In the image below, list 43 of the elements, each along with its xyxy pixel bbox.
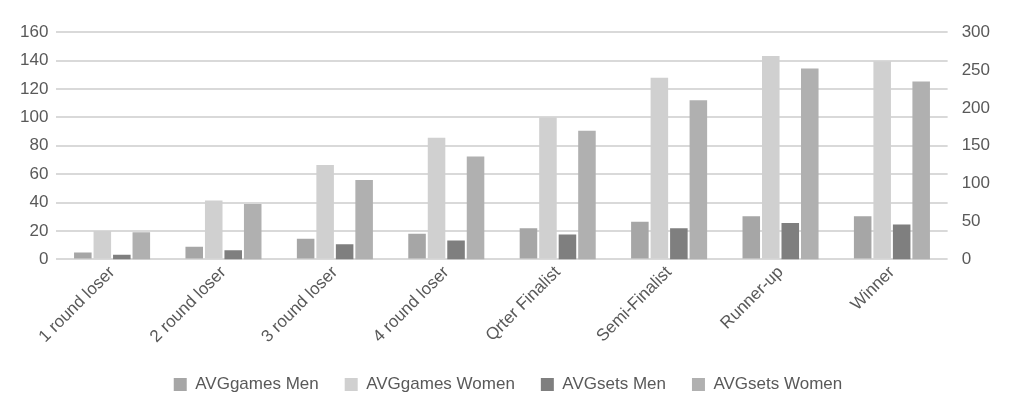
bar (892, 224, 911, 260)
bar (335, 244, 354, 260)
bar (800, 68, 819, 260)
y2-tick-label: 100 (961, 173, 991, 193)
legend-label: AVGsets Women (713, 374, 843, 394)
bar (631, 221, 649, 259)
bar (689, 100, 708, 260)
y2-tick-label: 250 (961, 59, 991, 79)
bar (296, 238, 315, 259)
bar (408, 233, 426, 259)
bar (243, 204, 262, 260)
legend-label: AVGsets Men (562, 374, 666, 394)
bar (781, 223, 800, 260)
y-tick-label: 160 (19, 21, 49, 41)
bar (113, 254, 131, 260)
legend-label: AVGgames Women (366, 374, 515, 394)
bar (558, 234, 577, 260)
y-tick-label: 20 (29, 220, 49, 240)
y2-tick-label: 150 (961, 135, 991, 155)
bar (466, 156, 485, 260)
y-tick-label: 140 (19, 50, 49, 70)
y-tick-label: 0 (38, 249, 49, 269)
bar (912, 81, 930, 260)
bar (224, 250, 242, 260)
y-tick-label: 60 (29, 163, 49, 183)
bar (185, 246, 204, 259)
bar (670, 228, 688, 260)
bar (853, 216, 872, 259)
y2-tick-label: 50 (961, 211, 981, 231)
legend-label: AVGgames Men (195, 374, 319, 394)
bar (742, 216, 761, 259)
bar (519, 228, 538, 259)
y-tick-label: 100 (19, 107, 49, 127)
y2-tick-label: 0 (961, 249, 972, 269)
bar (447, 240, 465, 260)
y-tick-label: 80 (29, 135, 49, 155)
y-tick-label: 40 (29, 192, 49, 212)
y2-tick-label: 200 (961, 97, 991, 117)
bar (578, 130, 596, 260)
bar (355, 179, 373, 260)
y-tick-label: 120 (19, 78, 49, 98)
y2-tick-label: 300 (961, 21, 991, 41)
bar (132, 232, 151, 260)
